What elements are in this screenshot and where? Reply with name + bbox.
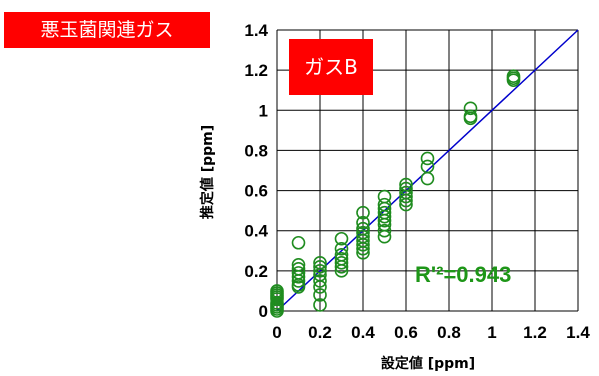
y-tick-label: 1.2 — [244, 61, 268, 80]
data-point — [334, 231, 349, 246]
data-point — [313, 288, 327, 302]
data-points — [270, 69, 521, 318]
data-point — [506, 69, 521, 83]
x-tick-label: 1 — [487, 323, 496, 342]
data-point — [291, 258, 306, 272]
data-point — [377, 189, 392, 204]
data-point — [313, 298, 327, 312]
data-point — [313, 260, 327, 274]
data-point — [420, 159, 435, 174]
data-point — [291, 262, 306, 276]
data-point — [420, 151, 435, 166]
data-point — [356, 215, 370, 230]
data-point — [399, 181, 413, 196]
y-tick-label: 1.4 — [244, 21, 268, 40]
series-badge: ガスB — [289, 39, 373, 95]
data-point — [399, 177, 413, 192]
x-tick-label: 0.2 — [308, 323, 332, 342]
data-point — [377, 223, 392, 238]
x-tick-label: 0.4 — [351, 323, 375, 342]
r-squared-label: R'²=0.943 — [415, 262, 512, 287]
grid — [276, 29, 579, 312]
fit-line — [276, 29, 579, 312]
data-point — [291, 266, 306, 280]
data-point — [270, 284, 284, 298]
y-tick-label: 0.8 — [244, 141, 268, 160]
data-point — [313, 274, 327, 288]
x-tick-labels: 0 0.2 0.4 0.6 0.8 1 1.2 1.4 — [272, 323, 590, 342]
data-point — [334, 248, 349, 262]
y-tick-labels: 0 0.2 0.4 0.6 0.8 1 1.2 1.4 — [244, 21, 268, 321]
x-tick-label: 0.6 — [394, 323, 418, 342]
y-tick-label: 1 — [259, 101, 268, 120]
data-point — [463, 101, 478, 116]
data-point — [313, 264, 327, 278]
data-point — [334, 241, 349, 256]
category-badge: 悪玉菌関連ガス — [4, 12, 210, 48]
data-point — [377, 197, 392, 212]
y-axis-title: 推定値 [ppm] — [199, 125, 216, 219]
x-axis-title: 設定値 [ppm] — [381, 355, 475, 372]
data-point — [377, 205, 392, 220]
data-point — [313, 256, 327, 270]
x-tick-label: 1.4 — [566, 323, 590, 342]
x-tick-label: 0.8 — [437, 323, 461, 342]
data-point — [334, 256, 349, 270]
data-point — [356, 225, 370, 240]
y-tick-label: 0.2 — [244, 262, 268, 281]
data-point — [356, 221, 370, 236]
data-point — [356, 229, 370, 244]
data-point — [420, 171, 435, 186]
x-tick-label: 0 — [272, 323, 281, 342]
data-point — [399, 185, 413, 200]
x-tick-label: 1.2 — [523, 323, 547, 342]
data-point — [334, 252, 349, 266]
data-point — [356, 205, 370, 220]
y-tick-label: 0.4 — [244, 222, 268, 241]
data-point — [463, 109, 478, 124]
y-tick-label: 0 — [259, 302, 268, 321]
y-tick-label: 0.6 — [244, 182, 268, 201]
data-point — [291, 235, 306, 250]
